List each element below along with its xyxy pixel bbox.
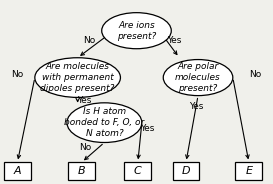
Text: No: No [11,70,23,79]
Text: Are polar
molecules
present?: Are polar molecules present? [175,62,221,93]
FancyBboxPatch shape [173,162,199,180]
Text: No: No [250,70,262,79]
Text: Yes: Yes [77,96,91,105]
Text: Are ions
present?: Are ions present? [117,21,156,41]
FancyBboxPatch shape [68,162,95,180]
Text: No: No [79,143,92,152]
Text: C: C [134,166,142,176]
FancyBboxPatch shape [4,162,31,180]
Ellipse shape [35,58,120,97]
Text: Is H atom
bonded to F, O, or
N atom?: Is H atom bonded to F, O, or N atom? [64,107,144,138]
Ellipse shape [163,60,233,96]
Text: Are molecules
with permanent
dipoles present?: Are molecules with permanent dipoles pre… [40,62,115,93]
Text: No: No [84,36,96,45]
Text: A: A [14,166,21,176]
Ellipse shape [102,13,171,49]
Text: Yes: Yes [140,124,155,133]
FancyBboxPatch shape [236,162,262,180]
Text: D: D [182,166,190,176]
Text: E: E [245,166,252,176]
Text: Yes: Yes [189,102,204,111]
Text: Yes: Yes [167,36,181,45]
FancyBboxPatch shape [124,162,151,180]
Ellipse shape [67,103,142,142]
Text: B: B [78,166,85,176]
